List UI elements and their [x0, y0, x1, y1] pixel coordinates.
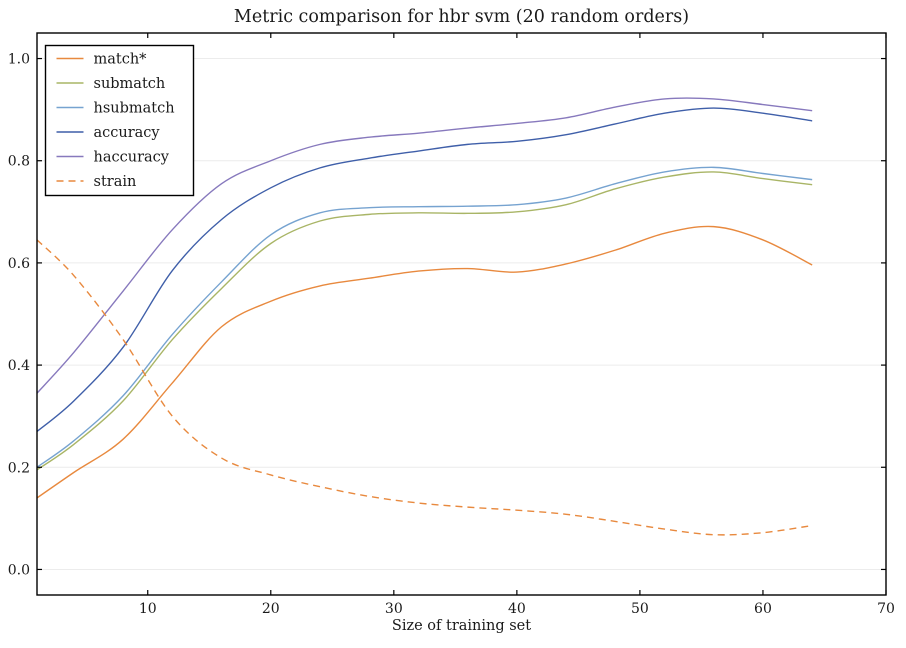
y-tick-label: 0.8	[8, 154, 30, 170]
x-tick-label: 30	[385, 601, 403, 617]
axes-frame	[36, 32, 887, 596]
legend-label-hsubmatch: hsubmatch	[94, 101, 175, 117]
x-tick-label: 50	[631, 601, 649, 617]
series-line-haccuracy	[36, 97, 813, 394]
series-line-strain	[36, 239, 813, 536]
x-tick-label: 40	[508, 601, 526, 617]
x-tick-label: 10	[139, 601, 157, 617]
x-tick-label: 70	[877, 601, 895, 617]
legend-box	[44, 44, 195, 197]
y-tick-label: 0.0	[8, 562, 30, 578]
y-tick-label: 1.0	[8, 52, 30, 68]
y-tick-label: 0.6	[8, 256, 30, 272]
legend-label-strain: strain	[94, 174, 137, 190]
series-line-match	[36, 225, 813, 499]
legend-label-submatch: submatch	[94, 76, 166, 92]
legend-label-haccuracy: haccuracy	[94, 150, 170, 166]
y-tick-label: 0.2	[8, 460, 30, 476]
legend-label-accuracy: accuracy	[94, 125, 161, 141]
series-line-hsubmatch	[36, 166, 813, 468]
y-tick-label: 0.4	[8, 358, 30, 374]
x-tick-label: 60	[754, 601, 772, 617]
x-axis-label: Size of training set	[392, 618, 531, 634]
x-tick-label: 20	[262, 601, 280, 617]
chart-title: Metric comparison for hbr svm (20 random…	[234, 7, 689, 27]
series-line-submatch	[36, 171, 813, 471]
legend-label-match: match*	[94, 52, 148, 68]
series-line-accuracy	[36, 107, 813, 433]
